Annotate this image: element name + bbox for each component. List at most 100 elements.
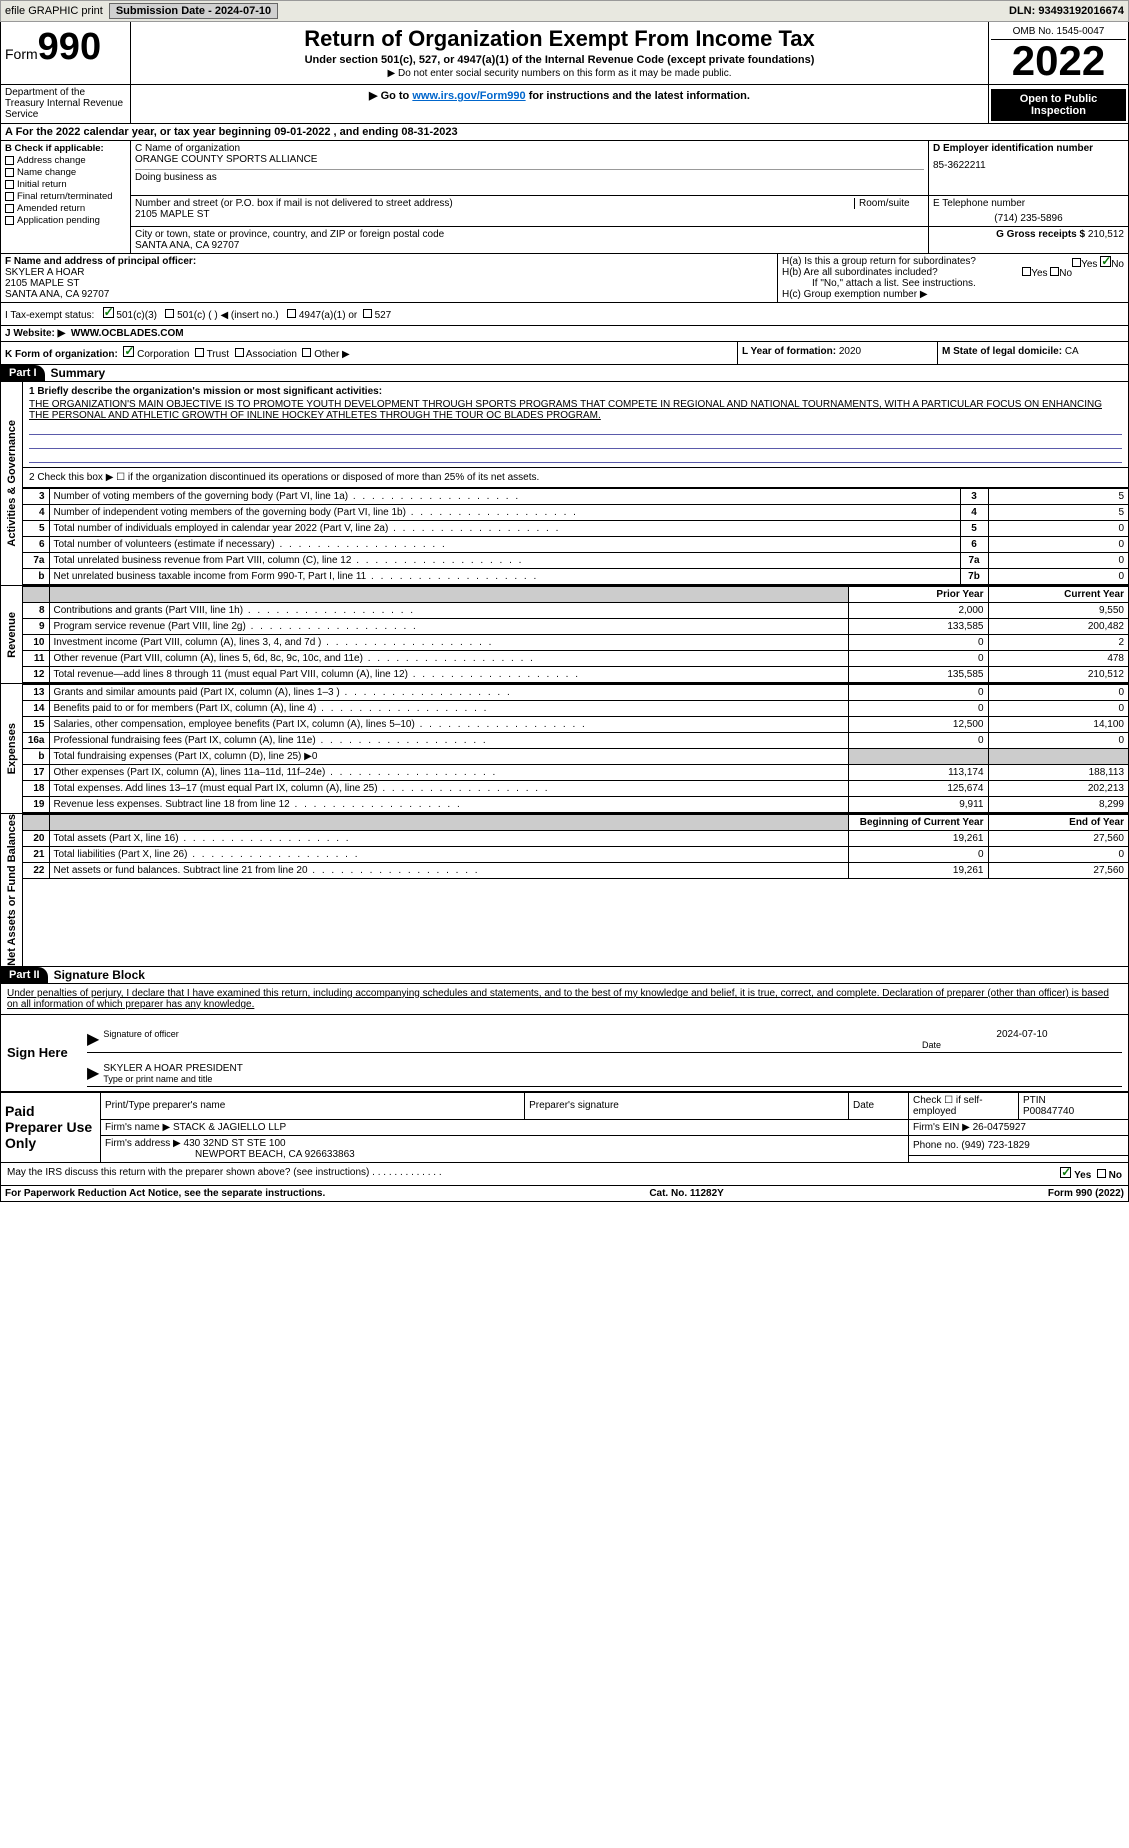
firm-addr2: NEWPORT BEACH, CA 926633863 [195, 1149, 355, 1160]
officer-addr2: SANTA ANA, CA 92707 [5, 289, 773, 300]
checkbox-icon [5, 204, 14, 213]
state-domicile: M State of legal domicile: CA [938, 342, 1128, 364]
table-row: 21Total liabilities (Part X, line 26)00 [23, 847, 1128, 863]
website-block: J Website: ▶ WWW.OCBLADES.COM [1, 326, 1128, 341]
checkbox-icon[interactable] [302, 348, 311, 357]
mission-block: 1 Briefly describe the organization's mi… [23, 382, 1128, 468]
city-block: City or town, state or province, country… [131, 227, 928, 253]
revenue-table: Prior Year Current Year 8Contributions a… [23, 586, 1128, 683]
table-row: 17Other expenses (Part IX, column (A), l… [23, 765, 1128, 781]
sign-date: 2024-07-10 [922, 1029, 1122, 1040]
arrow-icon: ▶ [87, 1029, 99, 1050]
no-label: No [1109, 1170, 1122, 1181]
table-row: 7aTotal unrelated business revenue from … [23, 553, 1128, 569]
current-year-hdr: Current Year [988, 587, 1128, 603]
form-number-cell: Form990 [1, 22, 131, 84]
discuss-question: May the IRS discuss this return with the… [7, 1167, 1060, 1181]
checkbox-icon[interactable] [1097, 1169, 1106, 1178]
name-title-line: ▶ SKYLER A HOAR PRESIDENT Type or print … [87, 1061, 1122, 1087]
boy-hdr: Beginning of Current Year [848, 815, 988, 831]
table-row: 16aProfessional fundraising fees (Part I… [23, 733, 1128, 749]
checkbox-checked-icon[interactable] [103, 307, 114, 318]
checkbox-icon[interactable] [363, 309, 372, 318]
d-label: D Employer identification number [933, 143, 1124, 154]
chk-label: Application pending [17, 215, 100, 226]
table-row: 6Total number of volunteers (estimate if… [23, 537, 1128, 553]
part1-revenue: Revenue Prior Year Current Year 8Contrib… [0, 586, 1129, 684]
opt-501c3: 501(c)(3) [116, 310, 157, 321]
irs-link[interactable]: www.irs.gov/Form990 [412, 90, 525, 102]
paperwork-notice: For Paperwork Reduction Act Notice, see … [5, 1188, 325, 1199]
column-b-checkboxes: B Check if applicable: Address change Na… [1, 141, 131, 253]
checkbox-icon[interactable] [1072, 258, 1081, 267]
side-net-assets: Net Assets or Fund Balances [1, 814, 23, 966]
addr-label: Number and street (or P.O. box if mail i… [135, 198, 854, 209]
opt-trust: Trust [207, 349, 229, 360]
preparer-sig-hdr: Preparer's signature [525, 1092, 849, 1119]
checkbox-icon[interactable] [287, 309, 296, 318]
principal-officer-block: F Name and address of principal officer:… [1, 254, 778, 302]
form-subtitle-1: Under section 501(c), 527, or 4947(a)(1)… [139, 54, 980, 66]
checkbox-checked-icon[interactable] [1060, 1167, 1071, 1178]
chk-label: Address change [17, 155, 86, 166]
chk-label: Initial return [17, 179, 67, 190]
ein-value: 85-3622211 [933, 160, 1124, 171]
checkbox-icon[interactable] [165, 309, 174, 318]
no-label: No [1111, 259, 1124, 270]
paid-preparer-table: Paid Preparer Use Only Print/Type prepar… [0, 1092, 1129, 1163]
date-hdr: Date [849, 1092, 909, 1119]
page-footer: For Paperwork Reduction Act Notice, see … [0, 1186, 1129, 1202]
firm-name: STACK & JAGIELLO LLP [173, 1122, 286, 1133]
table-row: bTotal fundraising expenses (Part IX, co… [23, 749, 1128, 765]
row-j: J Website: ▶ WWW.OCBLADES.COM [0, 326, 1129, 342]
table-row: 22Net assets or fund balances. Subtract … [23, 863, 1128, 879]
firm-phone-cell: Phone no. (949) 723-1829 [909, 1135, 1129, 1156]
city-label: City or town, state or province, country… [135, 229, 924, 240]
g-label: G Gross receipts $ [996, 229, 1085, 240]
k-label: K Form of organization: [5, 349, 118, 360]
net-assets-table: Beginning of Current Year End of Year 20… [23, 814, 1128, 879]
checkbox-icon[interactable] [1050, 267, 1059, 276]
checkbox-checked-icon[interactable] [123, 346, 134, 357]
column-c: C Name of organization ORANGE COUNTY SPO… [131, 141, 1128, 253]
chk-application-pending[interactable]: Application pending [5, 215, 126, 226]
checkbox-icon[interactable] [1022, 267, 1031, 276]
prior-year-hdr: Prior Year [848, 587, 988, 603]
submission-date-button[interactable]: Submission Date - 2024-07-10 [109, 3, 278, 19]
checkbox-icon[interactable] [235, 348, 244, 357]
side-governance: Activities & Governance [1, 382, 23, 585]
chk-name-change[interactable]: Name change [5, 167, 126, 178]
chk-initial-return[interactable]: Initial return [5, 179, 126, 190]
part2-badge: Part II [1, 967, 48, 983]
chk-final-return[interactable]: Final return/terminated [5, 191, 126, 202]
governance-table: 3Number of voting members of the governi… [23, 488, 1128, 585]
e-label: E Telephone number [933, 198, 1124, 209]
address-block: Number and street (or P.O. box if mail i… [131, 196, 928, 227]
signature-line[interactable]: ▶ Signature of officer 2024-07-10 Date [87, 1027, 1122, 1053]
row-klm: K Form of organization: Corporation Trus… [0, 342, 1129, 365]
penalty-text: Under penalties of perjury, I declare th… [7, 988, 1109, 1010]
checkbox-icon [5, 216, 14, 225]
checkbox-icon[interactable] [195, 348, 204, 357]
gross-receipts-block: G Gross receipts $ 210,512 [928, 227, 1128, 253]
gross-receipts-value: 210,512 [1088, 229, 1124, 240]
checkbox-icon [5, 192, 14, 201]
yes-label: Yes [1031, 268, 1047, 279]
penalty-statement: Under penalties of perjury, I declare th… [0, 984, 1129, 1015]
firm-label: Firm's name ▶ [105, 1122, 170, 1133]
block-f-h: F Name and address of principal officer:… [0, 254, 1129, 303]
no-label: No [1059, 268, 1072, 279]
chk-amended-return[interactable]: Amended return [5, 203, 126, 214]
dept-label: Department of the Treasury Internal Reve… [1, 85, 131, 123]
firm-name-cell: Firm's name ▶ STACK & JAGIELLO LLP [101, 1119, 909, 1135]
table-row: 18Total expenses. Add lines 13–17 (must … [23, 781, 1128, 797]
form-title: Return of Organization Exempt From Incom… [139, 26, 980, 52]
table-row: 15Salaries, other compensation, employee… [23, 717, 1128, 733]
side-label-text: Activities & Governance [6, 420, 18, 547]
m-val: CA [1065, 346, 1079, 357]
phone-block: E Telephone number (714) 235-5896 [928, 196, 1128, 227]
eoy-hdr: End of Year [988, 815, 1128, 831]
instructions-link-cell: ▶ Go to www.irs.gov/Form990 for instruct… [131, 85, 988, 123]
chk-address-change[interactable]: Address change [5, 155, 126, 166]
checkbox-checked-icon[interactable] [1100, 256, 1111, 267]
